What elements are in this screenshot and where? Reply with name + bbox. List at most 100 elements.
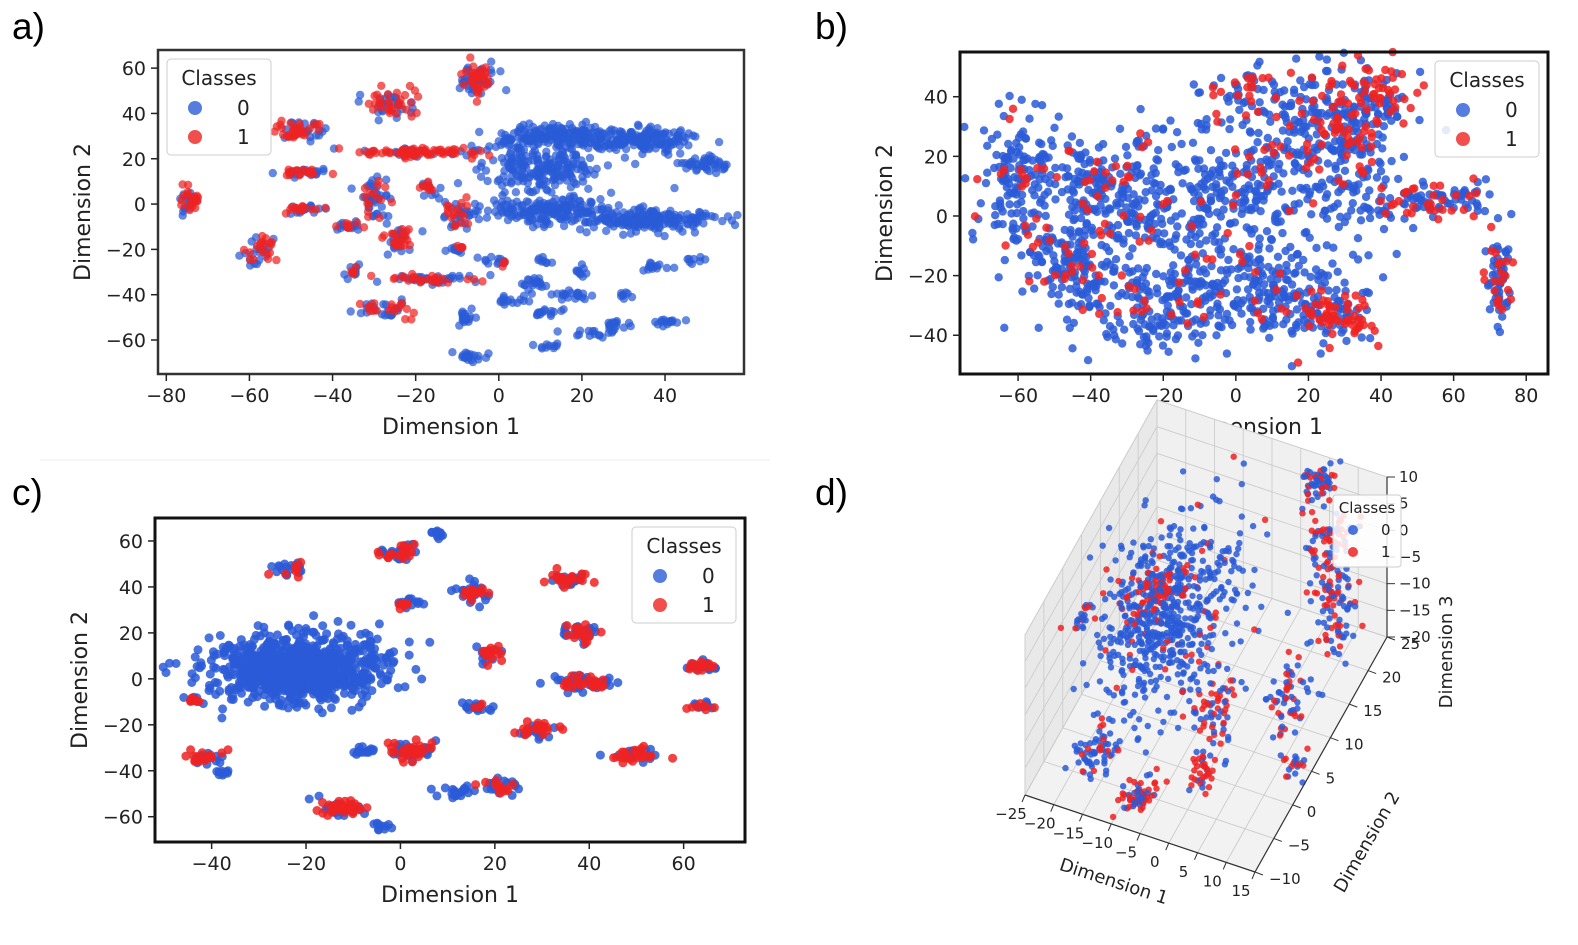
point-class-0	[1064, 210, 1074, 219]
point-class-0	[1037, 139, 1046, 149]
point-class-0	[1265, 333, 1274, 343]
point-class-0	[681, 316, 691, 325]
point-class-1	[183, 190, 192, 199]
point-class-1	[1376, 196, 1385, 206]
point-class-0	[671, 218, 680, 227]
point-class-1	[305, 124, 314, 133]
point-class-0	[1019, 152, 1029, 161]
point-class-0	[343, 659, 353, 669]
point-class-1	[1235, 250, 1245, 259]
point-class-0	[584, 184, 593, 193]
point-class-0	[1083, 356, 1093, 365]
point-class-0	[1195, 229, 1204, 238]
point-class-0	[283, 703, 293, 713]
point-class-0	[1171, 212, 1180, 221]
point-class-1	[408, 269, 417, 279]
point-class-0	[268, 168, 277, 178]
point-class-0	[1007, 145, 1016, 155]
point-class-0	[523, 275, 533, 284]
point-class-0	[355, 90, 365, 100]
point-class-0	[225, 662, 235, 672]
point-class-1	[374, 176, 383, 186]
point-class-0	[659, 315, 669, 324]
point-class-1	[258, 248, 267, 257]
point-class-0	[991, 211, 1000, 220]
point-class-0	[243, 697, 253, 707]
point-class-0	[1106, 301, 1115, 311]
point-class-1	[1362, 105, 1371, 114]
point-class-0	[1334, 188, 1343, 197]
point-class-1	[1305, 309, 1314, 318]
point-class-1	[1093, 192, 1103, 201]
point-class-0	[501, 200, 511, 209]
y-tick-label: −40	[908, 325, 948, 347]
point-class-0	[633, 137, 643, 146]
panel-label-d: d)	[815, 472, 848, 513]
point-class-0	[533, 159, 543, 168]
point-class-1	[1284, 151, 1294, 160]
x-tick-label: 40	[1369, 385, 1393, 407]
point-class-0	[1004, 156, 1013, 165]
point-class-0	[574, 268, 583, 277]
point-class-0	[316, 680, 326, 689]
point-class-1	[1285, 121, 1295, 131]
point-class-0	[582, 228, 591, 237]
point-class-1	[1117, 271, 1127, 280]
point-class-1	[1295, 96, 1304, 106]
point-class-0	[496, 67, 505, 76]
point-class-0	[1206, 306, 1215, 315]
point-class-0	[552, 142, 561, 152]
point-class-0	[477, 158, 486, 168]
point-class-1	[1005, 114, 1014, 124]
point-class-0	[1286, 98, 1296, 108]
point-class-0	[1270, 214, 1280, 223]
point-class-1	[277, 116, 286, 126]
point-class-0	[1006, 163, 1015, 173]
point-class-0	[217, 713, 227, 723]
point-class-0	[1387, 156, 1396, 166]
point-class-1	[383, 90, 393, 99]
point-class-1	[364, 303, 373, 312]
point-class-0	[1334, 222, 1344, 232]
point-class-0	[1366, 334, 1375, 343]
point-class-0	[239, 665, 249, 675]
point-class-0	[306, 137, 315, 146]
point-class-0	[1246, 303, 1255, 313]
point-class-1	[1101, 168, 1111, 177]
point-class-1	[1250, 296, 1259, 305]
point-class-0	[1164, 347, 1173, 356]
point-class-0	[382, 675, 392, 685]
point-class-0	[545, 159, 554, 168]
point-class-1	[1469, 212, 1478, 221]
point-class-0	[1159, 240, 1168, 249]
point-class-0	[1121, 263, 1130, 273]
point-class-0	[1186, 276, 1195, 286]
point-class-0	[215, 631, 225, 640]
point-class-0	[581, 117, 591, 127]
point-class-1	[258, 231, 267, 241]
point-class-1	[390, 238, 400, 247]
point-class-0	[1105, 204, 1114, 213]
point-class-1	[1245, 241, 1254, 251]
point-class-0	[253, 621, 263, 631]
point-class-0	[626, 322, 635, 331]
point-class-1	[1406, 103, 1415, 113]
point-class-0	[1222, 349, 1232, 358]
point-class-0	[328, 638, 338, 648]
point-class-0	[507, 212, 516, 221]
point-class-0	[528, 340, 538, 350]
point-class-0	[679, 132, 688, 141]
point-class-0	[1409, 223, 1418, 233]
point-class-1	[1193, 297, 1203, 306]
point-class-1	[1370, 326, 1379, 335]
point-class-0	[532, 199, 541, 208]
point-class-0	[1325, 175, 1335, 184]
point-class-0	[1253, 282, 1262, 291]
point-class-1	[1480, 275, 1489, 285]
point-class-1	[1402, 208, 1412, 217]
point-class-0	[990, 220, 999, 230]
point-class-0	[510, 163, 519, 173]
point-class-0	[213, 678, 223, 688]
point-class-0	[638, 216, 647, 226]
